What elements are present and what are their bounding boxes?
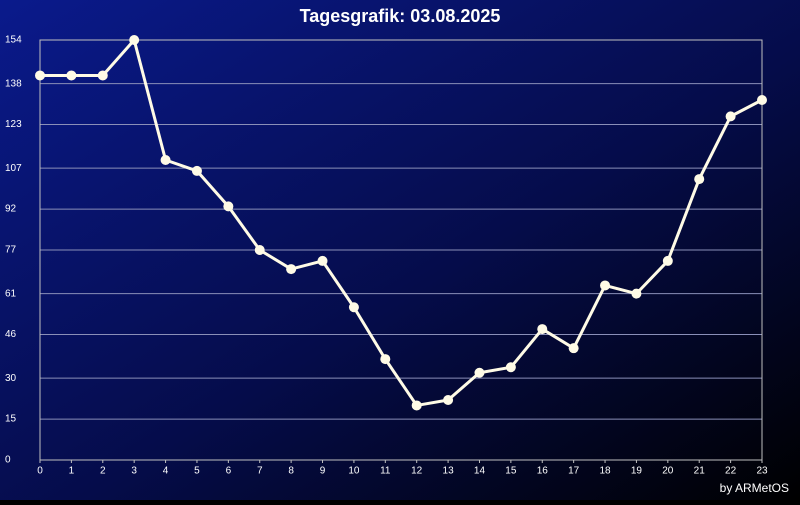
x-tick-label: 2	[100, 466, 106, 477]
y-tick-label: 46	[5, 329, 17, 340]
point	[129, 35, 140, 45]
point	[97, 70, 108, 81]
x-tick-label: 23	[756, 466, 768, 477]
x-tick-label: 8	[288, 466, 294, 477]
y-tick-label: 92	[5, 204, 17, 215]
footer: by ARMetOS	[720, 481, 789, 495]
point	[254, 245, 265, 255]
x-tick-label: 5	[194, 466, 200, 477]
point	[568, 343, 579, 354]
y-tick-label: 154	[5, 35, 22, 46]
point	[631, 288, 642, 299]
point	[443, 395, 454, 405]
y-tick-label: 77	[5, 245, 17, 256]
x-tick-label: 3	[131, 466, 137, 477]
point	[537, 324, 548, 335]
point	[662, 255, 673, 266]
x-tick-label: 16	[537, 466, 549, 477]
x-tick-label: 14	[474, 466, 486, 477]
x-tick-label: 9	[320, 466, 326, 477]
chart-title: Tagesgrafik: 03.08.2025	[300, 6, 501, 26]
point	[223, 201, 234, 212]
point	[411, 400, 422, 411]
point	[474, 367, 485, 378]
plot-border	[39, 39, 763, 461]
x-tick-label: 7	[257, 466, 263, 477]
x-tick-label: 10	[348, 466, 360, 477]
point	[160, 155, 171, 165]
x-tick-label: 4	[163, 466, 169, 477]
line	[40, 38, 763, 407]
point	[600, 280, 611, 291]
x-tick-label: 17	[568, 466, 580, 477]
point	[757, 95, 767, 105]
x-tick-label: 21	[694, 466, 706, 477]
x-tick-label: 20	[662, 466, 674, 477]
point	[66, 70, 77, 81]
x-tick-label: 13	[443, 466, 455, 477]
x-tick-label: 19	[631, 466, 643, 477]
y-tick-label: 123	[5, 119, 22, 130]
point	[286, 264, 297, 275]
x-tick-label: 1	[69, 466, 75, 477]
x-tick-label: 6	[226, 466, 232, 477]
y-tick-label: 107	[5, 163, 22, 174]
x-tick-label: 18	[599, 466, 611, 477]
y-tick-label: 30	[5, 373, 17, 384]
point	[35, 70, 45, 81]
point	[348, 302, 359, 313]
point	[317, 255, 328, 266]
point	[191, 165, 202, 176]
y-tick-label: 61	[5, 288, 17, 299]
point	[694, 174, 705, 185]
y-tick-label: 138	[5, 78, 22, 89]
x-tick-label: 15	[505, 466, 517, 477]
x-tick-label: 11	[380, 466, 391, 477]
point	[725, 111, 736, 122]
y-tick-label: 15	[5, 414, 17, 425]
x-tick-label: 22	[725, 466, 737, 477]
y-tick-label: 0	[5, 455, 11, 466]
point	[505, 362, 516, 373]
point	[380, 354, 391, 365]
x-tick-label: 12	[411, 466, 423, 477]
x-tick-label: 0	[37, 466, 43, 477]
